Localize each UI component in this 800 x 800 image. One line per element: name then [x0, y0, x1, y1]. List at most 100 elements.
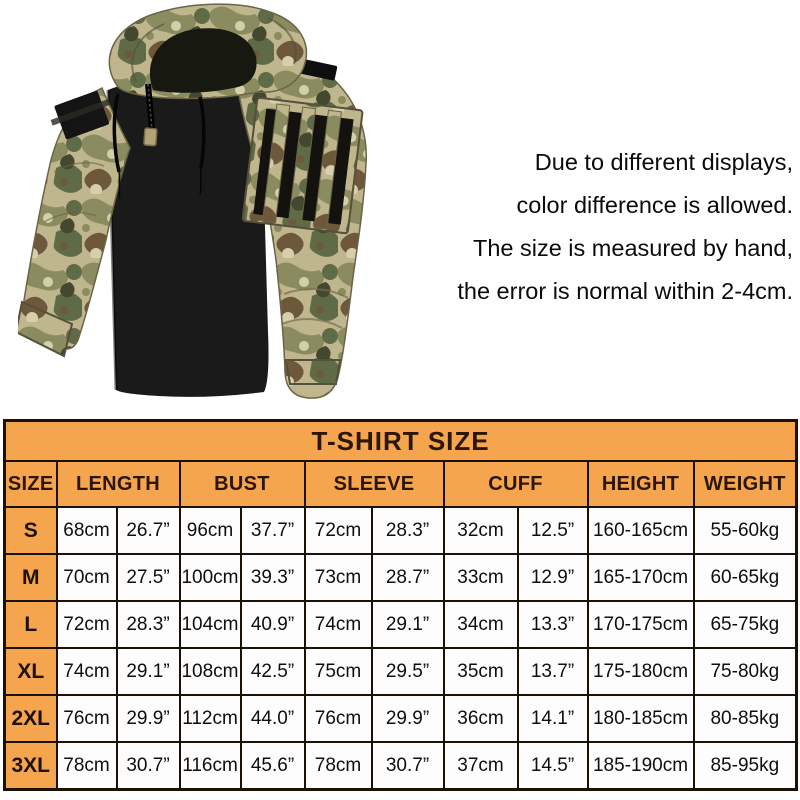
table-cell: 73cm: [303, 553, 373, 602]
disclaimer-line: the error is normal within 2-4cm.: [457, 278, 793, 304]
table-cell: 28.3”: [370, 506, 445, 555]
table-cell: 72cm: [55, 600, 118, 649]
table-cell: 100cm: [178, 553, 242, 602]
column-header-size: SIZE: [3, 460, 58, 508]
quarter-zipper: [143, 83, 158, 147]
table-cell: 76cm: [55, 694, 118, 743]
table-cell: 60-65kg: [692, 553, 798, 602]
column-header-cuff: CUFF: [442, 460, 589, 508]
size-row-m: M 70cm 27.5” 100cm 39.3” 73cm 28.7” 33cm…: [3, 553, 798, 602]
shirt-hood: [108, 3, 308, 100]
table-cell: 29.1”: [370, 600, 445, 649]
table-cell: 74cm: [303, 600, 373, 649]
table-cell: 76cm: [303, 694, 373, 743]
table-cell: 160-165cm: [586, 506, 695, 555]
table-cell: 37.7”: [239, 506, 306, 555]
left-cuff: [18, 300, 74, 358]
table-cell: 45.6”: [239, 741, 306, 791]
table-cell: 14.5”: [516, 741, 589, 791]
left-velcro-patch: [50, 90, 111, 140]
table-cell: 42.5”: [239, 647, 306, 696]
disclaimer-text: Due to different displays, color differe…: [393, 141, 793, 313]
table-cell: 112cm: [178, 694, 242, 743]
table-cell: 29.9”: [115, 694, 181, 743]
table-cell: 28.3”: [115, 600, 181, 649]
shirt-left-sleeve: [18, 86, 131, 358]
hood-drawstrings: [112, 93, 206, 200]
table-cell: 68cm: [55, 506, 118, 555]
size-label: M: [3, 553, 58, 602]
right-cuff: [284, 359, 342, 385]
table-cell: 116cm: [178, 741, 242, 791]
table-cell: 72cm: [303, 506, 373, 555]
table-cell: 78cm: [55, 741, 118, 791]
table-cell: 26.7”: [115, 506, 181, 555]
size-chart-table: T-SHIRT SIZE SIZE LENGTH BUST SLEEVE CUF…: [3, 419, 799, 791]
table-cell: 32cm: [442, 506, 519, 555]
table-cell: 35cm: [442, 647, 519, 696]
table-cell: 75-80kg: [692, 647, 798, 696]
table-cell: 185-190cm: [586, 741, 695, 791]
sleeve-pocket: [241, 96, 364, 235]
column-header-weight: WEIGHT: [692, 460, 798, 508]
table-cell: 55-60kg: [692, 506, 798, 555]
size-label: S: [3, 506, 58, 555]
table-cell: 80-85kg: [692, 694, 798, 743]
column-header-sleeve: SLEEVE: [303, 460, 445, 508]
zipper-pull: [143, 127, 158, 147]
size-label: L: [3, 600, 58, 649]
camo-combat-shirt-image: [18, 3, 367, 399]
table-header-row: SIZE LENGTH BUST SLEEVE CUFF HEIGHT WEIG…: [3, 460, 798, 508]
disclaimer-line: The size is measured by hand,: [472, 235, 793, 261]
table-cell: 27.5”: [115, 553, 181, 602]
table-cell: 13.3”: [516, 600, 589, 649]
table-cell: 65-75kg: [692, 600, 798, 649]
disclaimer-line: color difference is allowed.: [516, 192, 794, 218]
table-cell: 78cm: [303, 741, 373, 791]
shirt-right-sleeve: [212, 48, 367, 399]
table-cell: 14.1”: [516, 694, 589, 743]
table-cell: 37cm: [442, 741, 519, 791]
table-cell: 170-175cm: [586, 600, 695, 649]
disclaimer-line: Due to different displays,: [534, 149, 793, 175]
table-cell: 30.7”: [115, 741, 181, 791]
size-label: 2XL: [3, 694, 58, 743]
table-cell: 29.5”: [370, 647, 445, 696]
table-cell: 39.3”: [239, 553, 306, 602]
size-row-3xl: 3XL 78cm 30.7” 116cm 45.6” 78cm 30.7” 37…: [3, 741, 798, 791]
table-cell: 29.9”: [370, 694, 445, 743]
table-cell: 70cm: [55, 553, 118, 602]
table-cell: 165-170cm: [586, 553, 695, 602]
table-title: T-SHIRT SIZE: [3, 419, 798, 462]
size-label: 3XL: [3, 741, 58, 791]
size-row-xl: XL 74cm 29.1” 108cm 42.5” 75cm 29.5” 35c…: [3, 647, 798, 696]
table-cell: 104cm: [178, 600, 242, 649]
table-cell: 12.5”: [516, 506, 589, 555]
table-cell: 108cm: [178, 647, 242, 696]
table-title-row: T-SHIRT SIZE: [3, 419, 798, 462]
table-cell: 13.7”: [516, 647, 589, 696]
size-label: XL: [3, 647, 58, 696]
size-row-s: S 68cm 26.7” 96cm 37.7” 72cm 28.3” 32cm …: [3, 506, 798, 555]
size-row-l: L 72cm 28.3” 104cm 40.9” 74cm 29.1” 34cm…: [3, 600, 798, 649]
table-cell: 30.7”: [370, 741, 445, 791]
table-cell: 28.7”: [370, 553, 445, 602]
column-header-bust: BUST: [178, 460, 306, 508]
table-cell: 33cm: [442, 553, 519, 602]
table-cell: 29.1”: [115, 647, 181, 696]
table-cell: 85-95kg: [692, 741, 798, 791]
size-row-2xl: 2XL 76cm 29.9” 112cm 44.0” 76cm 29.9” 36…: [3, 694, 798, 743]
table-cell: 175-180cm: [586, 647, 695, 696]
table-cell: 34cm: [442, 600, 519, 649]
table-cell: 44.0”: [239, 694, 306, 743]
table-cell: 74cm: [55, 647, 118, 696]
column-header-height: HEIGHT: [586, 460, 695, 508]
product-photo: [18, 2, 458, 412]
table-cell: 40.9”: [239, 600, 306, 649]
table-cell: 180-185cm: [586, 694, 695, 743]
column-header-length: LENGTH: [55, 460, 181, 508]
table-cell: 12.9”: [516, 553, 589, 602]
table-cell: 96cm: [178, 506, 242, 555]
table-cell: 36cm: [442, 694, 519, 743]
table-cell: 75cm: [303, 647, 373, 696]
